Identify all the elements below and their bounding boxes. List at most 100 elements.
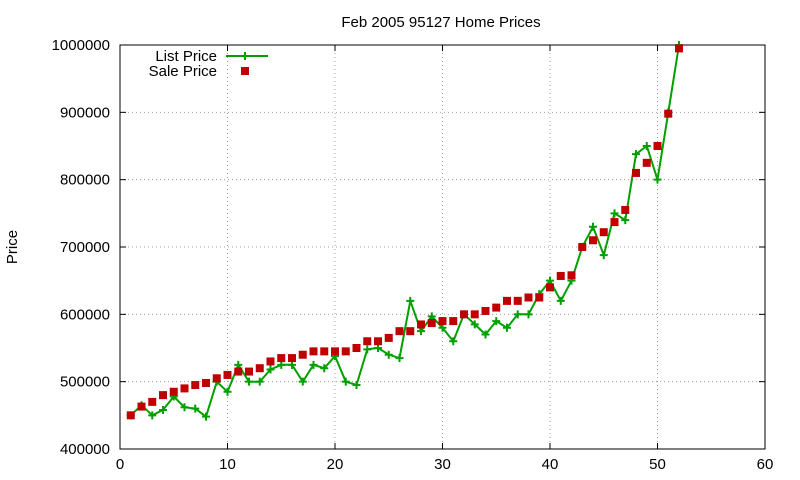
sale-price-point xyxy=(492,303,501,312)
sale-price-point xyxy=(148,397,157,406)
x-axis: 0 10 20 30 40 50 60 xyxy=(116,45,774,473)
list-price-point xyxy=(298,377,307,386)
sale-price-point xyxy=(460,310,468,319)
list-price-point xyxy=(610,209,619,218)
sale-price-point xyxy=(298,350,307,359)
x-tick-label: 10 xyxy=(219,456,236,473)
list-price-point xyxy=(288,360,296,369)
list-price-point xyxy=(503,323,511,332)
list-price-point xyxy=(492,317,501,326)
y-tick-label: 500000 xyxy=(60,374,110,391)
sale-price-point xyxy=(427,319,436,328)
y-tick-label: 800000 xyxy=(60,172,110,189)
list-price-point xyxy=(309,360,318,369)
sale-price-point xyxy=(470,310,479,319)
sale-price-point xyxy=(524,293,533,302)
sale-price-point xyxy=(599,228,608,237)
series-list-price xyxy=(126,41,683,421)
list-price-point xyxy=(470,320,479,329)
list-price-point xyxy=(180,403,189,412)
sale-price-point xyxy=(664,109,673,118)
sale-price-point xyxy=(481,306,490,315)
sale-price-point xyxy=(513,296,522,305)
y-axis-label: Price xyxy=(4,230,21,264)
list-price-point xyxy=(653,175,662,184)
sale-price-point xyxy=(255,364,264,373)
sale-price-point xyxy=(438,317,447,326)
list-price-point xyxy=(363,345,372,354)
x-tick-label: 40 xyxy=(542,456,559,473)
y-tick-label: 600000 xyxy=(60,306,110,323)
sale-price-point xyxy=(159,391,167,400)
list-price-point xyxy=(148,411,157,420)
list-price-point xyxy=(632,150,640,159)
sale-price-point xyxy=(212,374,221,383)
legend-label-sale-price: Sale Price xyxy=(149,63,217,80)
list-price-point xyxy=(255,377,264,386)
sale-price-point xyxy=(137,402,146,411)
sale-price-point xyxy=(245,367,253,376)
list-price-point xyxy=(449,337,458,346)
list-price-point xyxy=(599,251,608,260)
sale-price-point xyxy=(535,293,544,302)
sale-price-point xyxy=(406,327,415,336)
list-price-point xyxy=(384,350,393,359)
legend-label-list-price: List Price xyxy=(155,48,217,65)
legend-marker-list-price xyxy=(241,52,249,60)
sale-price-point xyxy=(266,357,275,366)
list-price-point xyxy=(234,360,243,369)
sale-price-point xyxy=(653,142,662,150)
sale-price-point xyxy=(352,344,361,352)
sale-price-point xyxy=(578,243,587,251)
sale-price-point xyxy=(642,158,651,167)
x-tick-label: 20 xyxy=(327,456,344,473)
list-price-point xyxy=(642,142,651,150)
sale-price-point xyxy=(556,271,565,280)
list-price-point xyxy=(621,216,630,225)
list-price-point xyxy=(352,381,361,390)
sale-price-point xyxy=(417,320,425,329)
list-price-point xyxy=(513,310,522,319)
list-price-point xyxy=(417,327,425,336)
list-price-point xyxy=(524,310,533,319)
sale-price-point xyxy=(675,44,683,53)
sale-price-point xyxy=(169,387,178,396)
sale-price-point xyxy=(288,354,296,363)
x-tick-label: 60 xyxy=(757,456,774,473)
list-price-point xyxy=(395,354,404,363)
sale-price-point xyxy=(449,317,458,326)
sale-price-point xyxy=(234,367,243,376)
x-tick-label: 50 xyxy=(649,456,666,473)
list-price-point xyxy=(406,296,415,305)
list-price-point xyxy=(589,222,597,231)
list-price-point xyxy=(556,296,565,305)
list-price-point xyxy=(266,365,275,374)
sale-price-point xyxy=(320,347,329,356)
list-price-point xyxy=(320,364,329,373)
sale-price-point xyxy=(191,381,200,390)
list-price-point xyxy=(438,323,447,332)
x-tick-label: 30 xyxy=(434,456,451,473)
sale-price-point xyxy=(546,283,554,292)
sale-price-point xyxy=(126,411,135,420)
list-price-point xyxy=(546,276,554,285)
list-price-point xyxy=(341,377,350,386)
sale-price-point xyxy=(223,370,232,379)
list-price-point xyxy=(481,330,490,339)
list-price-line xyxy=(130,44,680,418)
sale-price-point xyxy=(632,168,640,177)
list-price-point xyxy=(374,344,382,352)
sale-price-point xyxy=(180,384,189,393)
legend-marker-sale-price xyxy=(241,67,249,75)
sale-price-point xyxy=(503,296,511,305)
list-price-point xyxy=(191,404,200,413)
list-price-point xyxy=(427,312,436,321)
list-price-point xyxy=(277,360,286,369)
list-price-point xyxy=(202,412,210,421)
y-tick-label: 900000 xyxy=(60,104,110,121)
sale-price-point xyxy=(621,205,630,214)
list-price-point xyxy=(245,377,253,386)
y-tick-label: 400000 xyxy=(60,441,110,458)
sale-price-point xyxy=(374,337,382,346)
